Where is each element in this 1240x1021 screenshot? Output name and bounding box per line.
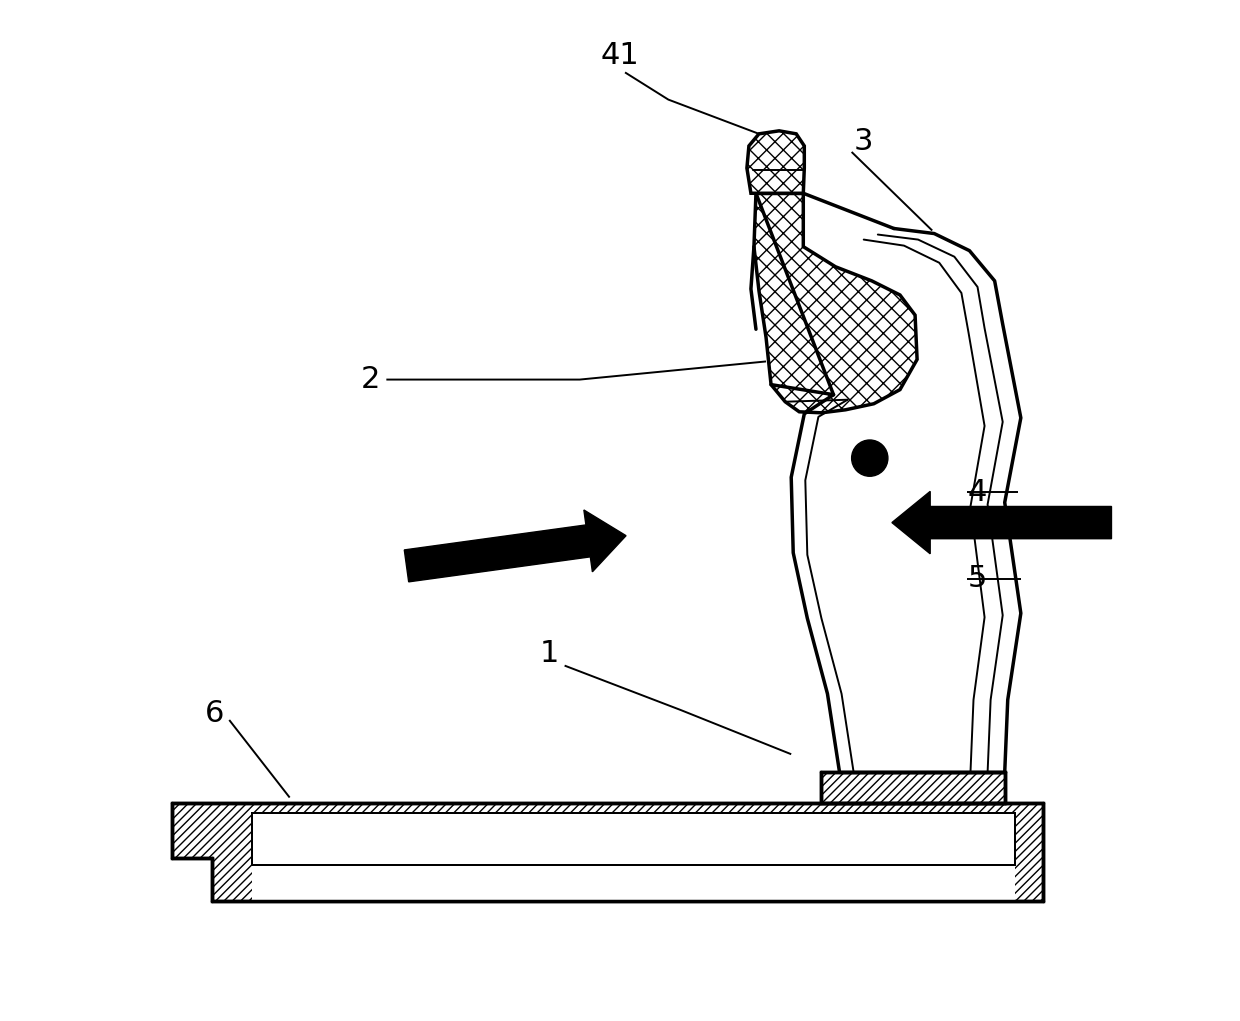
FancyArrow shape [404,509,626,582]
Circle shape [852,440,888,476]
Text: 6: 6 [205,699,224,728]
Polygon shape [746,131,805,193]
Polygon shape [754,193,918,412]
Text: 1: 1 [539,639,559,668]
Text: 41: 41 [600,41,640,69]
Polygon shape [756,193,1021,772]
Text: 5: 5 [968,565,987,593]
Text: 4: 4 [968,478,987,506]
FancyArrow shape [892,491,1111,553]
Polygon shape [172,803,1043,902]
Polygon shape [253,865,1014,902]
Polygon shape [821,772,1004,803]
Text: 3: 3 [854,128,873,156]
Text: 2: 2 [361,366,379,394]
Polygon shape [253,813,1014,865]
